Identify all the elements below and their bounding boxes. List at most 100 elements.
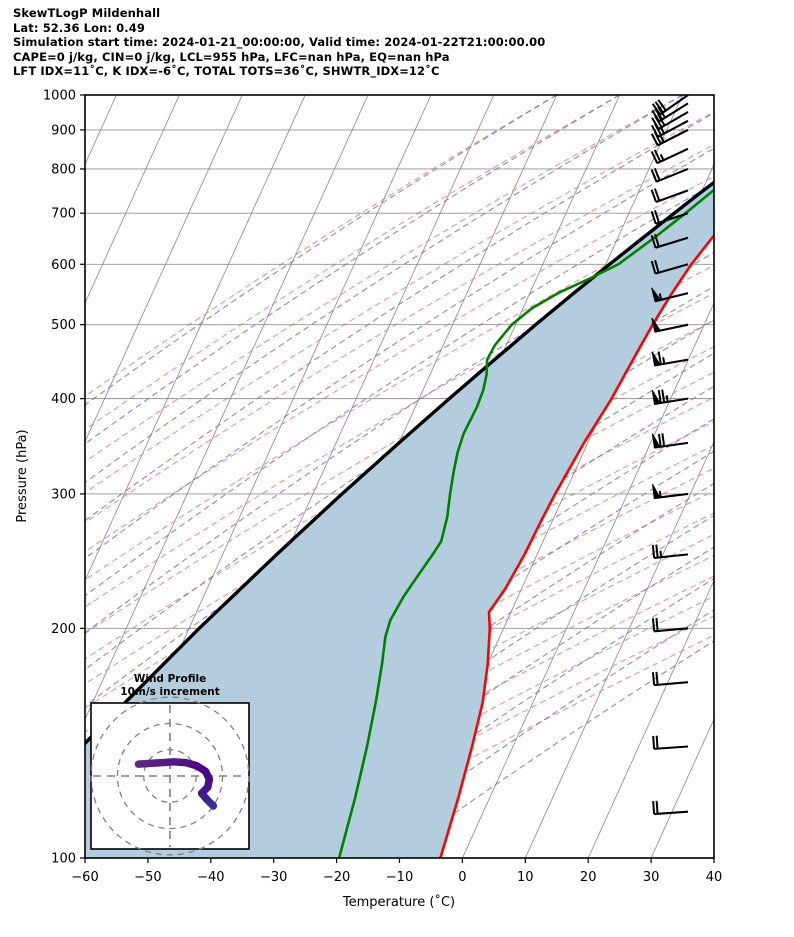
dry-adiabat-line: [85, 206, 714, 581]
barb-full: [653, 149, 662, 163]
barb-half: [658, 293, 663, 301]
moist-adiabat-line: [85, 95, 558, 406]
wind-barb: [651, 317, 689, 333]
header-indices-2: LFT IDX=11˚C, K IDX=-6˚C, TOTAL TOTS=36˚…: [13, 64, 440, 79]
isotherm-line: [85, 95, 180, 305]
barb-full: [653, 188, 661, 202]
header-indices-1: CAPE=0 j/kg, CIN=0 j/kg, LCL=955 hPa, LF…: [13, 49, 450, 64]
barb-full: [650, 211, 657, 225]
isotherm-line: [85, 95, 117, 166]
dry-adiabat-line: [85, 467, 714, 822]
barb-full: [655, 735, 659, 749]
barb-full: [655, 617, 659, 632]
barb-full: [654, 233, 660, 247]
x-tick-label: 10: [517, 870, 534, 885]
isotherm-line: [85, 95, 306, 582]
y-tick-label: 100: [51, 852, 76, 867]
figure-header: SkewTLogP Mildenhall Lat: 52.36 Lon: 0.4…: [13, 6, 545, 79]
barb-full: [650, 260, 657, 274]
y-tick-label: 800: [51, 162, 76, 177]
wind-barb: [650, 188, 689, 203]
barb-full: [652, 801, 656, 815]
barb-full: [654, 259, 660, 273]
moist-adiabat-line: [85, 95, 620, 445]
barb-half: [662, 357, 666, 364]
isotherm-line: [713, 856, 714, 858]
barb-full: [654, 115, 663, 128]
barb-pennant: [651, 317, 662, 333]
barb-full: [652, 735, 656, 749]
inset-title-line2: 10m/s increment: [120, 686, 219, 698]
barb-pennant: [651, 351, 661, 367]
moist-adiabat-line: [85, 147, 714, 560]
barb-full: [650, 133, 659, 146]
barb-shaft: [656, 147, 689, 165]
wind-barb: [650, 147, 689, 165]
moist-adiabat-line: [85, 112, 714, 522]
wind-barb-column: [650, 94, 689, 816]
moist-adiabat-line: [209, 514, 714, 858]
barb-half: [659, 153, 665, 161]
barb-full: [652, 618, 656, 632]
sounding-curves: [85, 180, 714, 858]
dry-adiabat-line: [85, 95, 620, 431]
barb-full: [657, 351, 662, 365]
isotherm-line: [85, 95, 369, 721]
y-tick-label: 300: [51, 487, 76, 502]
dry-adiabat-line: [85, 490, 714, 843]
moist-adiabat-line: [164, 482, 714, 858]
dry-adiabat-line: [123, 533, 714, 858]
isotherm-line: [777, 95, 794, 858]
x-tick-label: 40: [706, 870, 723, 885]
wind-barb: [652, 483, 689, 500]
dry-adiabat-line: [85, 111, 714, 494]
dry-adiabat-line: [85, 235, 714, 608]
wind-barb: [652, 671, 689, 687]
barb-full: [657, 433, 662, 447]
barb-full: [653, 167, 661, 181]
hodograph-trace: [134, 758, 218, 810]
temperature-curve: [439, 233, 714, 858]
barb-shaft: [658, 102, 689, 123]
barb-full: [661, 389, 666, 403]
cin-shaded-area: [85, 182, 714, 858]
y-axis-label: Pressure (hPa): [15, 429, 30, 522]
dry-adiabat-line: [90, 512, 714, 858]
header-latlon: Lat: 52.36 Lon: 0.49: [13, 20, 145, 35]
barb-shaft: [655, 212, 689, 225]
barb-full: [654, 123, 662, 136]
isotherm-line: [85, 95, 432, 858]
moist-adiabat-line: [118, 450, 714, 858]
barb-pennant: [651, 433, 661, 449]
moist-adiabat-line: [85, 217, 714, 634]
dry-adiabat-line: [85, 95, 558, 397]
barb-full: [650, 151, 659, 164]
barb-shaft: [655, 236, 689, 249]
wind-barb: [650, 259, 689, 275]
wind-barb: [652, 800, 689, 816]
shaded-negative-area: [85, 182, 714, 858]
dry-adiabat-line: [85, 95, 683, 463]
barb-half: [660, 127, 666, 134]
barb-full: [650, 189, 657, 203]
wind-barb: [650, 167, 689, 183]
barb-half: [658, 490, 662, 498]
x-tick-label: −60: [71, 870, 98, 885]
wind-barb: [651, 351, 689, 367]
moist-adiabat-line: [85, 182, 714, 597]
barb-full: [654, 209, 660, 223]
barb-shaft: [654, 553, 689, 559]
x-tick-label: −40: [197, 870, 224, 885]
wind-barb: [650, 209, 689, 225]
wind-barb: [651, 287, 689, 303]
barb-full: [657, 113, 666, 127]
barb-shaft: [654, 681, 689, 687]
header-times: Simulation start time: 2024-01-21_00:00:…: [13, 35, 546, 50]
dewpoint-curve: [337, 188, 714, 858]
x-tick-label: 30: [643, 870, 660, 885]
barb-shaft: [656, 167, 689, 183]
isotherm-line: [650, 718, 714, 858]
barb-half: [665, 395, 669, 403]
barb-full: [657, 99, 667, 112]
